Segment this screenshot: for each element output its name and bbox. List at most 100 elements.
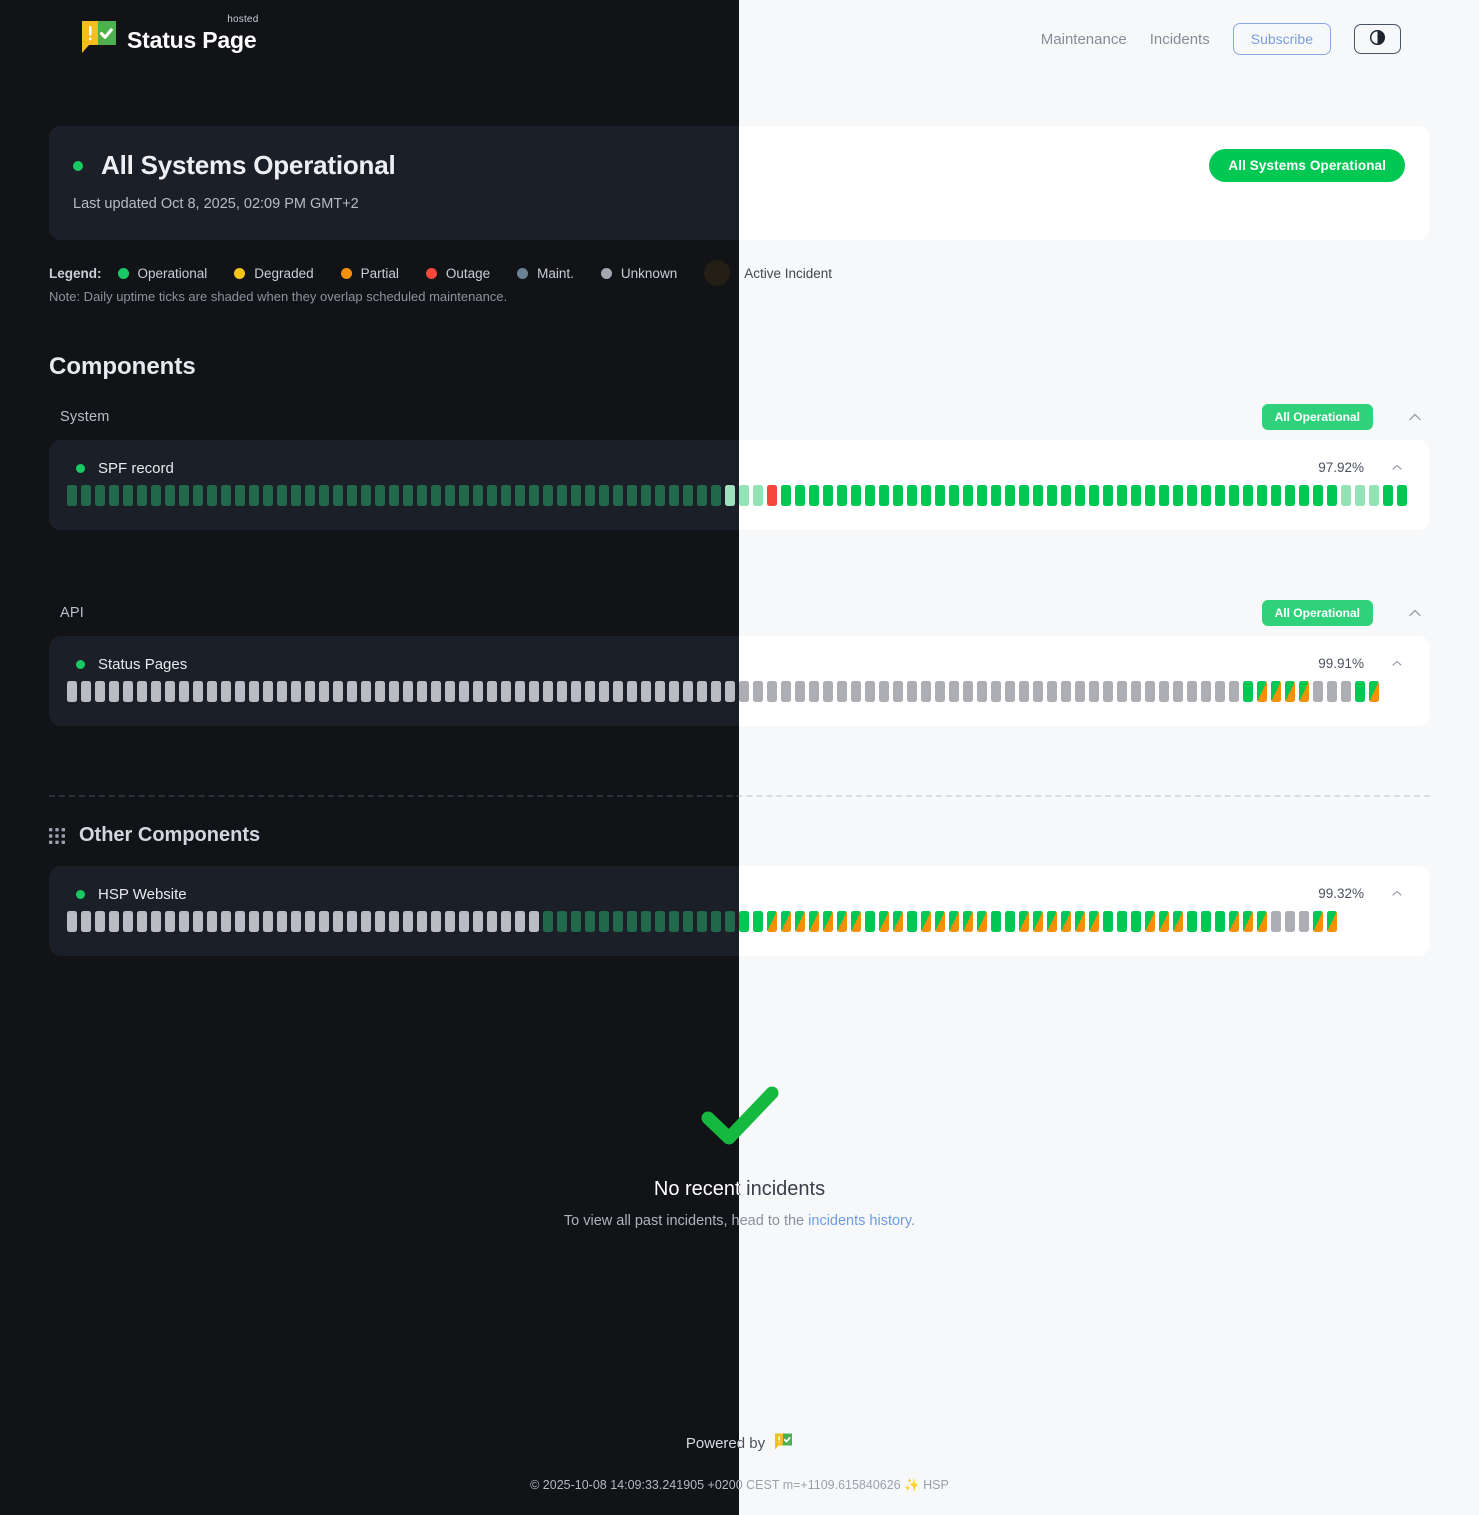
uptime-tick[interactable] xyxy=(627,485,637,506)
uptime-tick[interactable] xyxy=(389,681,399,702)
uptime-tick[interactable] xyxy=(501,911,511,932)
uptime-tick[interactable] xyxy=(1047,911,1057,932)
uptime-tick[interactable] xyxy=(151,911,161,932)
uptime-tick[interactable] xyxy=(1215,485,1225,506)
uptime-tick[interactable] xyxy=(711,911,721,932)
uptime-tick[interactable] xyxy=(963,681,973,702)
uptime-tick[interactable] xyxy=(697,911,707,932)
uptime-tick[interactable] xyxy=(1173,681,1183,702)
uptime-tick[interactable] xyxy=(319,485,329,506)
uptime-tick[interactable] xyxy=(1327,681,1337,702)
uptime-tick[interactable] xyxy=(1005,911,1015,932)
uptime-tick[interactable] xyxy=(459,681,469,702)
uptime-tick[interactable] xyxy=(1201,911,1211,932)
uptime-tick[interactable] xyxy=(1257,911,1267,932)
uptime-tick[interactable] xyxy=(1173,485,1183,506)
uptime-tick[interactable] xyxy=(235,681,245,702)
uptime-tick[interactable] xyxy=(851,485,861,506)
uptime-tick[interactable] xyxy=(235,911,245,932)
uptime-tick[interactable] xyxy=(277,911,287,932)
uptime-tick[interactable] xyxy=(557,681,567,702)
uptime-tick[interactable] xyxy=(809,485,819,506)
uptime-tick[interactable] xyxy=(263,911,273,932)
uptime-tick[interactable] xyxy=(473,911,483,932)
uptime-tick[interactable] xyxy=(627,681,637,702)
uptime-tick[interactable] xyxy=(599,485,609,506)
uptime-tick[interactable] xyxy=(1005,681,1015,702)
uptime-tick[interactable] xyxy=(109,681,119,702)
uptime-tick[interactable] xyxy=(249,681,259,702)
uptime-tick[interactable] xyxy=(711,681,721,702)
uptime-tick[interactable] xyxy=(949,681,959,702)
uptime-tick[interactable] xyxy=(893,911,903,932)
uptime-tick[interactable] xyxy=(459,911,469,932)
uptime-tick[interactable] xyxy=(781,911,791,932)
uptime-tick[interactable] xyxy=(543,681,553,702)
uptime-tick[interactable] xyxy=(375,485,385,506)
uptime-tick[interactable] xyxy=(795,911,805,932)
uptime-tick[interactable] xyxy=(1285,681,1295,702)
uptime-tick[interactable] xyxy=(851,681,861,702)
chevron-up-icon[interactable] xyxy=(1406,408,1424,431)
uptime-tick[interactable] xyxy=(739,911,749,932)
uptime-tick[interactable] xyxy=(823,485,833,506)
uptime-tick[interactable] xyxy=(725,681,735,702)
uptime-tick[interactable] xyxy=(1061,681,1071,702)
uptime-tick[interactable] xyxy=(1271,911,1281,932)
uptime-tick[interactable] xyxy=(305,911,315,932)
uptime-tick[interactable] xyxy=(515,681,525,702)
uptime-tick[interactable] xyxy=(389,911,399,932)
uptime-tick[interactable] xyxy=(935,485,945,506)
uptime-tick[interactable] xyxy=(1271,485,1281,506)
uptime-tick[interactable] xyxy=(1271,681,1281,702)
uptime-tick[interactable] xyxy=(655,911,665,932)
uptime-tick[interactable] xyxy=(1285,911,1295,932)
uptime-tick[interactable] xyxy=(1103,911,1113,932)
uptime-tick[interactable] xyxy=(879,485,889,506)
uptime-tick[interactable] xyxy=(431,681,441,702)
uptime-tick[interactable] xyxy=(697,681,707,702)
uptime-tick[interactable] xyxy=(893,485,903,506)
uptime-tick[interactable] xyxy=(1005,485,1015,506)
uptime-tick[interactable] xyxy=(753,485,763,506)
nav-link-incidents[interactable]: Incidents xyxy=(1149,30,1210,48)
uptime-tick[interactable] xyxy=(305,681,315,702)
uptime-tick[interactable] xyxy=(963,485,973,506)
uptime-tick[interactable] xyxy=(767,485,777,506)
uptime-tick[interactable] xyxy=(949,911,959,932)
uptime-tick[interactable] xyxy=(151,485,161,506)
uptime-tick[interactable] xyxy=(109,485,119,506)
uptime-tick[interactable] xyxy=(1243,911,1253,932)
uptime-tick[interactable] xyxy=(991,485,1001,506)
uptime-tick[interactable] xyxy=(81,911,91,932)
uptime-tick[interactable] xyxy=(487,681,497,702)
uptime-tick[interactable] xyxy=(1201,681,1211,702)
uptime-tick[interactable] xyxy=(249,485,259,506)
uptime-tick[interactable] xyxy=(641,485,651,506)
uptime-tick[interactable] xyxy=(683,681,693,702)
uptime-tick[interactable] xyxy=(781,485,791,506)
uptime-tick[interactable] xyxy=(1061,485,1071,506)
uptime-tick[interactable] xyxy=(571,485,581,506)
uptime-tick[interactable] xyxy=(1103,485,1113,506)
uptime-tick[interactable] xyxy=(613,485,623,506)
uptime-tick[interactable] xyxy=(627,911,637,932)
uptime-tick[interactable] xyxy=(487,485,497,506)
uptime-tick[interactable] xyxy=(1313,485,1323,506)
uptime-tick[interactable] xyxy=(95,485,105,506)
uptime-tick[interactable] xyxy=(1355,681,1365,702)
uptime-tick[interactable] xyxy=(1117,485,1127,506)
uptime-tick[interactable] xyxy=(823,911,833,932)
nav-link-maintenance[interactable]: Maintenance xyxy=(1040,30,1127,48)
uptime-tick[interactable] xyxy=(879,911,889,932)
uptime-tick[interactable] xyxy=(585,911,595,932)
component-row[interactable]: SPF record 97.92% xyxy=(49,440,739,530)
uptime-tick[interactable] xyxy=(879,681,889,702)
uptime-tick[interactable] xyxy=(1159,681,1169,702)
uptime-tick[interactable] xyxy=(403,681,413,702)
uptime-tick[interactable] xyxy=(585,681,595,702)
uptime-tick[interactable] xyxy=(137,911,147,932)
uptime-tick[interactable] xyxy=(529,911,539,932)
theme-toggle-button[interactable] xyxy=(1354,24,1401,54)
uptime-tick[interactable] xyxy=(375,681,385,702)
